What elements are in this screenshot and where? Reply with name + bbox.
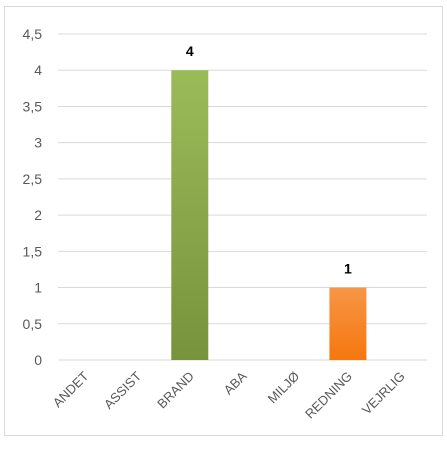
y-tick-label: 2 [34, 207, 42, 223]
y-tick-label: 1 [34, 280, 42, 296]
x-category-label: VEJRLIG [359, 369, 408, 418]
y-axis-tick-labels: 0 0,5 1 1,5 2 2,5 3 3,5 4 4,5 [23, 26, 43, 368]
y-tick-label: 1,5 [23, 243, 43, 259]
y-tick-label: 0,5 [23, 316, 43, 332]
y-tick-label: 3,5 [23, 98, 43, 114]
data-labels: 41 [186, 43, 352, 276]
chart-frame [4, 6, 443, 436]
y-tick-label: 3 [34, 135, 42, 151]
data-label-brand: 4 [186, 43, 194, 59]
x-category-label: MILJØ [265, 369, 303, 407]
x-category-label: ANDET [50, 368, 92, 410]
y-tick-label: 4 [34, 62, 42, 78]
y-tick-label: 0 [34, 352, 42, 368]
bars [171, 70, 367, 360]
gridlines [58, 33, 427, 361]
bar-brand [171, 70, 209, 360]
x-axis-category-labels: ANDET ASSIST BRAND ABA MILJØ REDNING VEJRLIG [50, 368, 408, 421]
y-tick-label: 2,5 [23, 171, 43, 187]
x-category-label: ABA [221, 368, 250, 397]
bar-redning [329, 287, 367, 360]
y-tick-label: 4,5 [23, 26, 43, 42]
x-category-label: BRAND [154, 369, 197, 412]
x-category-label: ASSIST [101, 368, 144, 411]
data-label-redning: 1 [344, 261, 352, 277]
x-category-label: REDNING [302, 369, 355, 422]
